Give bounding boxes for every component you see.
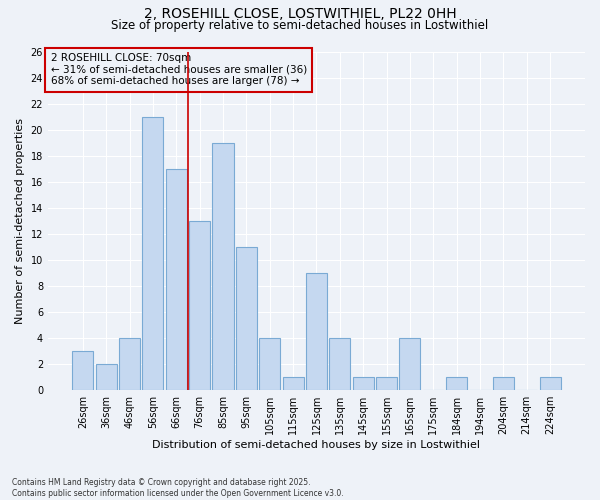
Bar <box>236 247 257 390</box>
Bar <box>95 364 117 390</box>
Bar <box>283 377 304 390</box>
Bar <box>259 338 280 390</box>
Text: Contains HM Land Registry data © Crown copyright and database right 2025.
Contai: Contains HM Land Registry data © Crown c… <box>12 478 344 498</box>
Bar <box>446 377 467 390</box>
Text: 2 ROSEHILL CLOSE: 70sqm
← 31% of semi-detached houses are smaller (36)
68% of se: 2 ROSEHILL CLOSE: 70sqm ← 31% of semi-de… <box>50 53 307 86</box>
Bar <box>400 338 421 390</box>
X-axis label: Distribution of semi-detached houses by size in Lostwithiel: Distribution of semi-detached houses by … <box>152 440 481 450</box>
Bar <box>119 338 140 390</box>
Bar <box>306 273 327 390</box>
Text: 2, ROSEHILL CLOSE, LOSTWITHIEL, PL22 0HH: 2, ROSEHILL CLOSE, LOSTWITHIEL, PL22 0HH <box>143 8 457 22</box>
Bar <box>493 377 514 390</box>
Bar <box>212 142 233 390</box>
Bar <box>189 221 210 390</box>
Bar <box>166 168 187 390</box>
Bar <box>353 377 374 390</box>
Bar <box>73 351 94 390</box>
Y-axis label: Number of semi-detached properties: Number of semi-detached properties <box>15 118 25 324</box>
Bar <box>329 338 350 390</box>
Bar <box>142 116 163 390</box>
Text: Size of property relative to semi-detached houses in Lostwithiel: Size of property relative to semi-detach… <box>112 19 488 32</box>
Bar <box>376 377 397 390</box>
Bar <box>539 377 560 390</box>
